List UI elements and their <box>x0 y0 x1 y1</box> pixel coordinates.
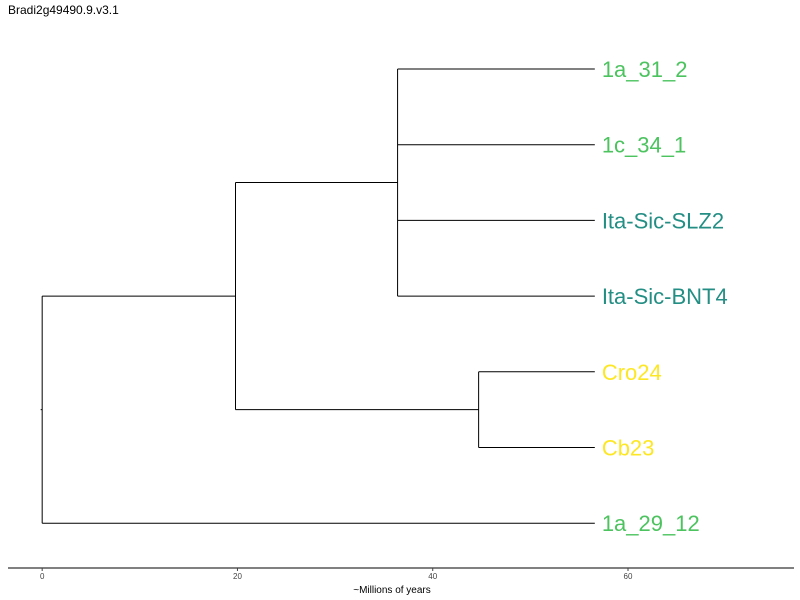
tip-label: Ita-Sic-SLZ2 <box>602 208 724 233</box>
x-tick-label: 40 <box>428 572 437 581</box>
x-tick-label: 60 <box>624 572 633 581</box>
x-axis-title: ~Millions of years <box>353 585 431 596</box>
tip-label: Cro24 <box>602 360 662 385</box>
tip-label: 1c_34_1 <box>602 133 686 158</box>
tip-label: 1a_31_2 <box>602 57 688 82</box>
x-tick-label: 20 <box>233 572 242 581</box>
x-tick-label: 0 <box>40 572 45 581</box>
tip-label: Ita-Sic-BNT4 <box>602 284 728 309</box>
plot-title: Bradi2g49490.9.v3.1 <box>8 3 119 17</box>
tip-label: 1a_29_12 <box>602 511 700 536</box>
tip-label: Cb23 <box>602 436 655 461</box>
